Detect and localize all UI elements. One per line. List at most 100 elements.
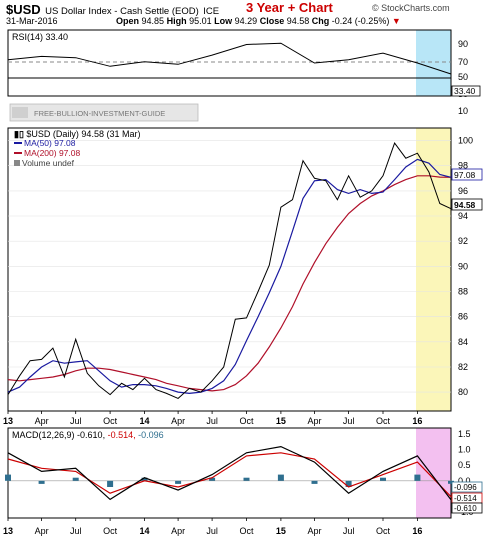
- watermark-logo: FREE-BULLION-INVESTMENT-GUIDE: [9, 103, 199, 122]
- rsi-tick-10: 10: [458, 106, 468, 116]
- macd-histogram-bar: [107, 480, 114, 487]
- ma-value-tag-text: 97.08: [454, 170, 476, 180]
- macd-frame: [7, 427, 452, 519]
- x-axis-label-lower: Oct: [239, 526, 254, 536]
- ohlc-row: 31-Mar-2016: [6, 16, 58, 26]
- x-axis-label-upper: Apr: [171, 416, 185, 426]
- macd-signal-line: [7, 452, 452, 498]
- volume-legend-swatch: [14, 160, 20, 166]
- chg-value: -0.24 (-0.25%): [331, 16, 390, 26]
- ma-value-tag: [451, 168, 483, 181]
- x-axis-label-upper: Oct: [376, 416, 391, 426]
- ma200-legend: MA(200) 97.08: [24, 148, 80, 158]
- close-label: Close: [259, 16, 285, 26]
- price-tick-label: 100: [458, 136, 473, 146]
- close-value-tag: [451, 198, 483, 211]
- macd-histogram-bar: [277, 474, 284, 481]
- macd-histogram-bar: [141, 477, 148, 481]
- macd-hist-value: -0.096: [138, 430, 164, 440]
- macd-tick-label: 1.0: [458, 445, 471, 455]
- rsi-value-tag: [451, 85, 481, 97]
- macd-line-tag: [451, 502, 483, 514]
- price-tick-label: 96: [458, 186, 468, 196]
- rsi-label: RSI(14) 33.40: [12, 32, 68, 42]
- chart-icon: ▮▯: [14, 129, 24, 139]
- price-legend-main: ▮▯ $USD (Daily) 94.58 (31 Mar): [14, 129, 140, 139]
- macd-histogram-bar: [243, 477, 250, 481]
- macd-histogram-bar: [345, 480, 352, 487]
- x-axis-label-lower: 14: [139, 526, 149, 536]
- chart-title: 3 Year + Chart: [246, 0, 333, 15]
- x-axis-labels-lower: 13 Apr Jul Oct 14 Apr Jul Oct 15 Apr Jul Oct 16: [3, 518, 422, 536]
- macd-histogram-bar: [448, 480, 454, 484]
- ma50-legend: MA(50) 97.08: [24, 138, 76, 148]
- close-value-tag-text: 94.58: [454, 200, 476, 210]
- price-tick-label: 80: [458, 387, 468, 397]
- price-tick-label: 82: [458, 362, 468, 372]
- price-frame: [7, 127, 452, 412]
- x-axis-label-upper: 13: [3, 416, 13, 426]
- macd-histogram-bar: [38, 480, 45, 484]
- rsi-highlight-band: [416, 30, 451, 96]
- rsi-panel: RSI(14) 33.40 90 70 50 30 10 33.40: [7, 29, 481, 116]
- x-axis-label-upper: Jul: [70, 416, 82, 426]
- x-axis-label-upper: Jul: [343, 416, 355, 426]
- macd-signal-value: -0.514,: [108, 430, 136, 440]
- ma50-line: [7, 158, 452, 395]
- macd-panel: MACD(12,26,9) -0.610, -0.514, -0.096 1.5…: [5, 427, 483, 519]
- high-value: 95.01: [189, 16, 212, 26]
- macd-histogram-bar: [72, 477, 79, 481]
- low-label: Low: [214, 16, 233, 26]
- x-axis-label-lower: Jul: [206, 526, 218, 536]
- chart-header: $USD US Dollar Index - Cash Settle (EOD)…: [6, 1, 219, 19]
- x-axis-label-lower: 15: [276, 526, 286, 536]
- x-axis-label-upper: 14: [139, 416, 149, 426]
- ma200-line: [7, 175, 452, 392]
- macd-histogram-bar: [5, 474, 11, 481]
- macd-histogram-bar: [311, 480, 318, 484]
- price-tick-label: 84: [458, 337, 468, 347]
- macd-signal-tag-text: -0.514: [454, 494, 477, 503]
- price-series-line: [7, 142, 452, 399]
- price-tick-label: 94: [458, 211, 468, 221]
- high-label: High: [166, 16, 187, 26]
- exchange-label: ICE: [203, 6, 220, 17]
- x-axis-label-lower: Oct: [103, 526, 118, 536]
- source-label: © StockCharts.com: [372, 3, 450, 13]
- price-gridlines: [8, 140, 451, 393]
- macd-histogram: [5, 474, 454, 487]
- x-axis-labels-upper: 13 Apr Jul Oct 14 Apr Jul Oct 15 Apr Jul Oct 16: [3, 411, 422, 426]
- x-axis-label-upper: Oct: [239, 416, 254, 426]
- price-tick-label: 98: [458, 161, 468, 171]
- x-axis-label-upper: Jul: [206, 416, 218, 426]
- rsi-tick-70: 70: [458, 57, 468, 67]
- instrument-name: US Dollar Index - Cash Settle (EOD): [45, 6, 199, 17]
- low-value: 94.29: [234, 16, 258, 26]
- open-label: Open: [116, 16, 140, 26]
- macd-highlight-band: [416, 428, 451, 518]
- x-axis-label-lower: 16: [412, 526, 422, 536]
- macd-tick-label: 0.5: [458, 460, 471, 470]
- x-axis-label-lower: Jul: [343, 526, 355, 536]
- macd-label: MACD(12,26,9) -0.610, -0.514, -0.096: [12, 430, 164, 440]
- x-axis-label-upper: 16: [412, 416, 422, 426]
- rsi-series-line: [7, 42, 452, 75]
- rsi-tick-50: 50: [458, 72, 468, 82]
- price-legend-main-text: $USD (Daily) 94.58 (31 Mar): [26, 129, 140, 139]
- watermark-text: FREE-BULLION-INVESTMENT-GUIDE: [34, 109, 165, 118]
- macd-line: [7, 445, 452, 501]
- price-tick-label: 92: [458, 236, 468, 246]
- macd-histogram-bar: [175, 480, 182, 484]
- x-axis-label-lower: Apr: [171, 526, 185, 536]
- price-tick-label: 88: [458, 287, 468, 297]
- price-panel: ▮▯ $USD (Daily) 94.58 (31 Mar) MA(50) 97…: [7, 127, 483, 412]
- x-axis-label-lower: Oct: [376, 526, 391, 536]
- down-arrow-icon: ▼: [391, 16, 401, 26]
- macd-histogram-bar: [414, 474, 421, 481]
- macd-hist-tag-text: -0.096: [454, 483, 477, 492]
- ohlc-values: Open 94.85 High 95.01 Low 94.29 Close 94…: [116, 16, 401, 26]
- macd-histogram-bar: [380, 477, 386, 481]
- price-highlight-band: [416, 128, 451, 411]
- x-axis-label-upper: Apr: [307, 416, 321, 426]
